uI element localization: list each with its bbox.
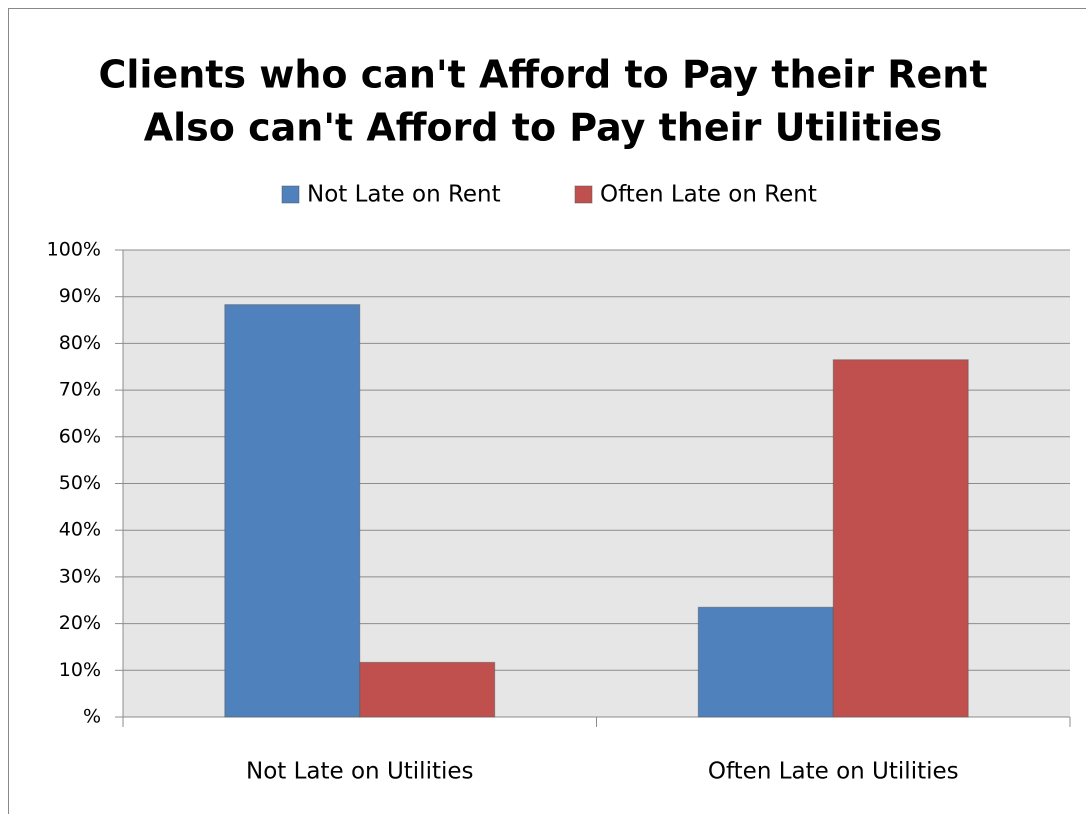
x-tick-label: Often Late on Utilities <box>708 759 959 785</box>
y-tick-label: 60% <box>59 425 101 447</box>
y-tick-label: 40% <box>59 519 101 541</box>
chart-title: Also can't Afford to Pay their Utilities <box>144 106 943 150</box>
bar <box>224 304 361 718</box>
y-tick-label: 20% <box>59 612 101 634</box>
legend-swatch <box>281 185 300 204</box>
y-tick-label: 80% <box>59 332 101 354</box>
y-tick-label: 30% <box>59 565 101 587</box>
y-tick-label: % <box>83 706 101 728</box>
legend-swatch <box>574 185 593 204</box>
bar <box>359 661 496 718</box>
chart-title: Clients who can't Afford to Pay their Re… <box>98 53 987 97</box>
bar <box>832 359 969 718</box>
y-tick-label: 90% <box>59 285 101 307</box>
y-tick-label: 10% <box>59 659 101 681</box>
bar <box>697 606 834 718</box>
x-tick-label: Not Late on Utilities <box>246 759 474 785</box>
y-tick-label: 50% <box>59 472 101 494</box>
y-tick-label: 100% <box>47 239 101 261</box>
legend-label: Not Late on Rent <box>307 182 501 208</box>
y-tick-label: 70% <box>59 379 101 401</box>
legend-label: Often Late on Rent <box>600 182 817 208</box>
